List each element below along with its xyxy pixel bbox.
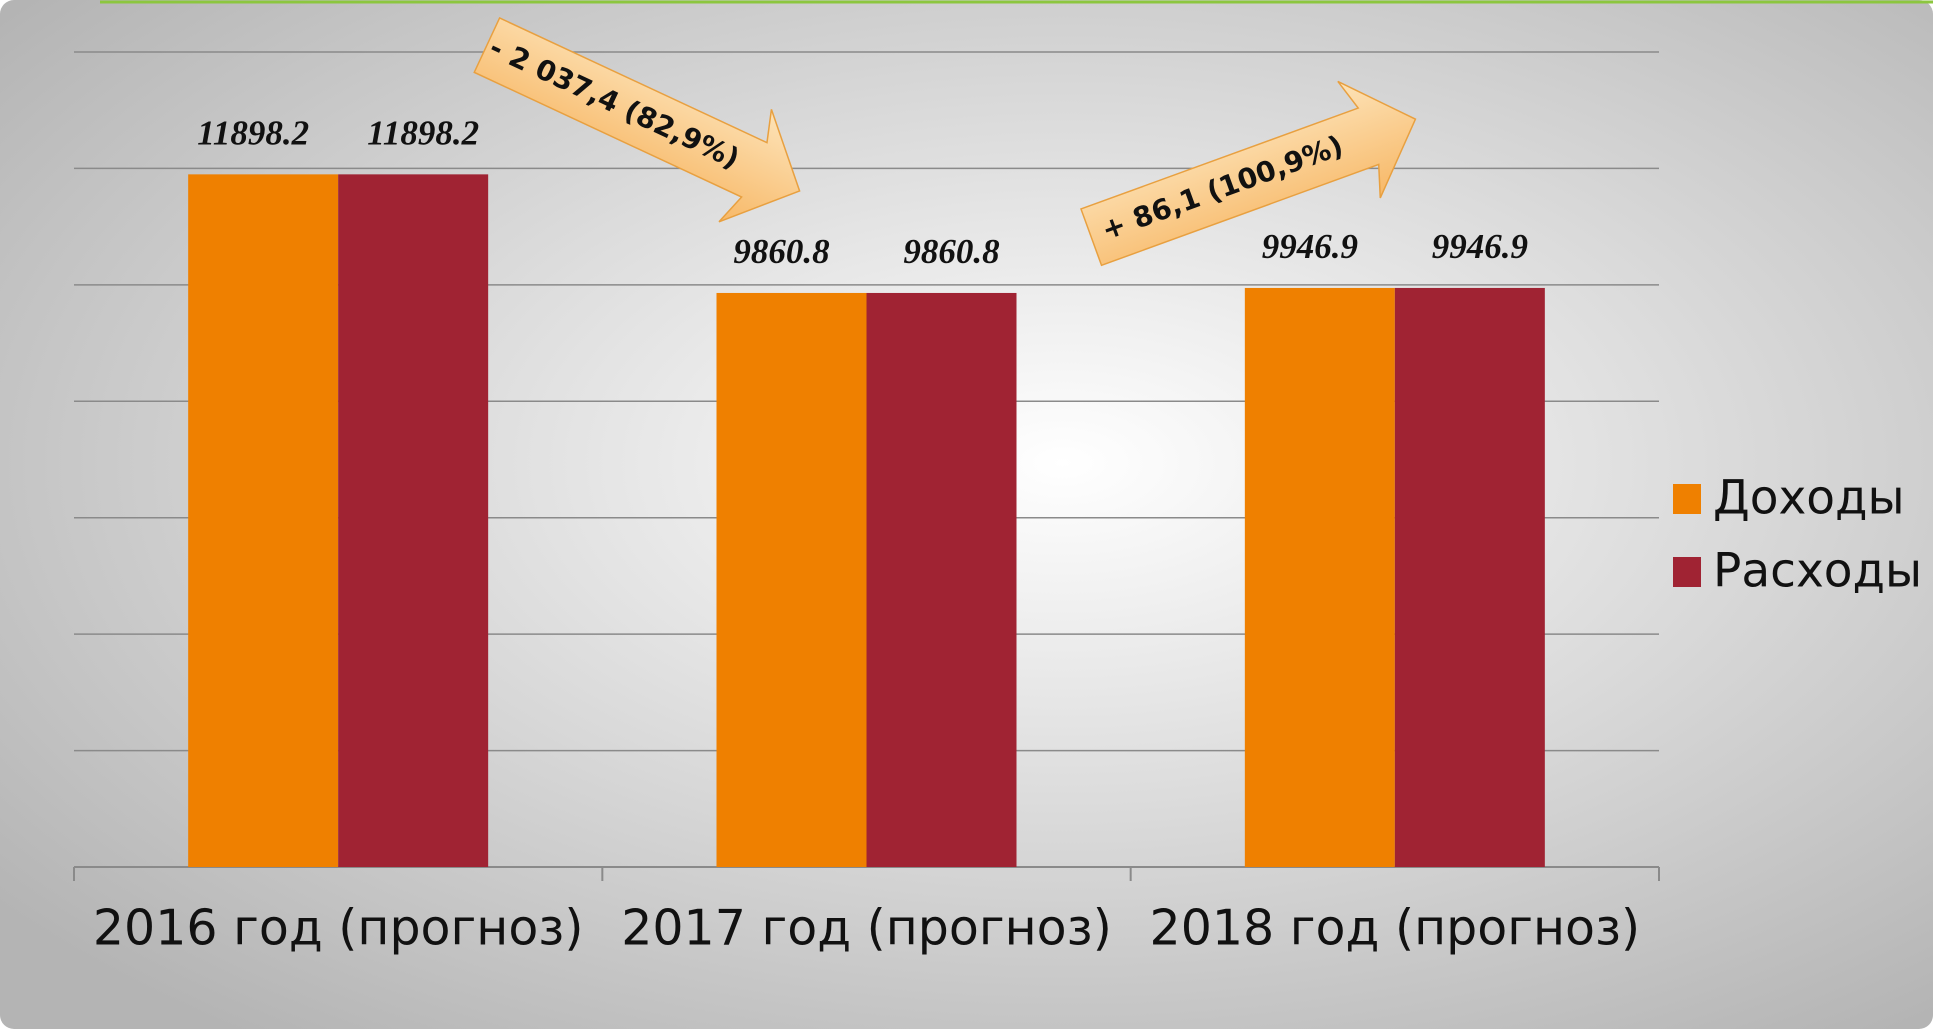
legend-swatch — [1673, 484, 1701, 514]
x-tick-label: 2018 год (прогноз) — [1150, 900, 1641, 957]
arrow-shape — [473, 16, 801, 223]
bar — [338, 174, 489, 867]
arrow-shape — [1080, 80, 1417, 267]
legend-label: Расходы — [1713, 544, 1922, 599]
legend-swatch — [1673, 557, 1701, 587]
data-label: 11898.2 — [197, 113, 309, 152]
x-tick-label: 2017 год (прогноз) — [621, 900, 1112, 957]
data-label: 9946.9 — [1262, 227, 1358, 266]
bar — [188, 174, 339, 867]
bar — [1244, 287, 1395, 867]
legend-label: Доходы — [1713, 471, 1905, 526]
bar — [716, 292, 867, 867]
data-label: 9860.8 — [903, 232, 999, 271]
data-label: 11898.2 — [367, 113, 479, 152]
data-label: 9946.9 — [1432, 227, 1528, 266]
data-label: 9860.8 — [733, 232, 829, 271]
plot-area: 2016 год (прогноз) 11898.2 11898.2 2017 год… — [73, 51, 1922, 957]
x-tick-label: 2016 год (прогноз) — [93, 900, 584, 957]
bar — [1394, 287, 1545, 867]
bar — [866, 292, 1017, 867]
